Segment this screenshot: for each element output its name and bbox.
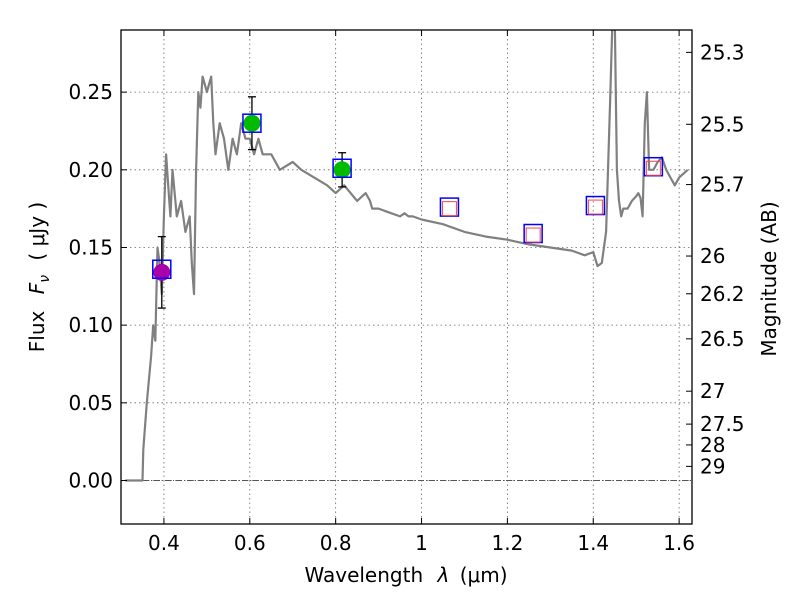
upper-limit-points: [441, 160, 661, 243]
x-axis-label: Wavelength λ (μm): [304, 563, 507, 587]
magnitude-tick-label: 25.5: [700, 112, 745, 136]
x-axis-label-text: Wavelength: [304, 563, 423, 587]
y-tick-label: 0.20: [68, 158, 113, 182]
y-tick-label: 0.05: [68, 391, 113, 415]
x-tick-label: 0.8: [320, 531, 352, 555]
spectrum-line: [125, 30, 689, 482]
x-axis-ticks: 0.4 0.6 0.8 1 1.2 1.4 1.6: [148, 30, 695, 555]
magnitude-tick-label: 29: [700, 454, 725, 478]
magnitude-tick-label: 28: [700, 433, 725, 457]
y-tick-label: 0.25: [68, 80, 113, 104]
magnitude-axis-label: Magnitude (AB): [757, 201, 781, 356]
measured-point: [243, 114, 261, 132]
y-axis-label-unit: ( μJy ): [25, 202, 49, 261]
x-tick-label: 1.2: [491, 531, 523, 555]
model-point-box: [242, 113, 262, 133]
upper-limit-box: [441, 201, 457, 217]
x-tick-label: 0.6: [234, 531, 266, 555]
plot-frame: [120, 29, 693, 525]
magnitude-tick-label: 26.2: [700, 282, 745, 306]
magnitude-tick-label: 27: [700, 379, 725, 403]
y-axis-label-subscript: ν: [37, 275, 53, 283]
x-tick-label: 1.4: [577, 531, 609, 555]
y-axis-label-symbol: F: [25, 282, 49, 294]
y-axis-ticks: 0.00 0.05 0.10 0.15 0.20 0.25: [68, 80, 127, 493]
x-tick-label: 1: [415, 531, 428, 555]
magnitude-tick-label: 25.3: [700, 40, 745, 64]
upper-limit-box: [645, 160, 661, 176]
y-tick-label: 0.15: [68, 235, 113, 259]
upper-limit-box: [587, 199, 603, 215]
measured-point: [153, 263, 171, 281]
magnitude-tick-label: 27.5: [700, 412, 745, 436]
magnitude-tick-label: 26: [700, 244, 725, 268]
magnitude-tick-label: 25.7: [700, 173, 745, 197]
upper-limit-box: [525, 227, 541, 243]
model-point-box: [152, 259, 172, 279]
measured-point: [333, 161, 351, 179]
model-point-box: [332, 158, 352, 179]
measured-points: [153, 114, 351, 281]
x-axis-label-symbol: λ: [437, 563, 450, 587]
model-spectrum: [125, 30, 689, 482]
y-tick-label: 0.00: [68, 469, 113, 493]
y-tick-label: 0.10: [68, 313, 113, 337]
x-axis-label-unit: (μm): [460, 563, 508, 587]
grid: [121, 30, 692, 524]
x-tick-label: 1.6: [663, 531, 695, 555]
magnitude-tick-label: 26.5: [700, 327, 745, 351]
y-axis-label: Flux Fν ( μJy ): [25, 202, 54, 352]
y-axis-label-text: Flux: [25, 310, 49, 352]
plot-background: [121, 30, 692, 524]
x-tick-label: 0.4: [148, 531, 180, 555]
